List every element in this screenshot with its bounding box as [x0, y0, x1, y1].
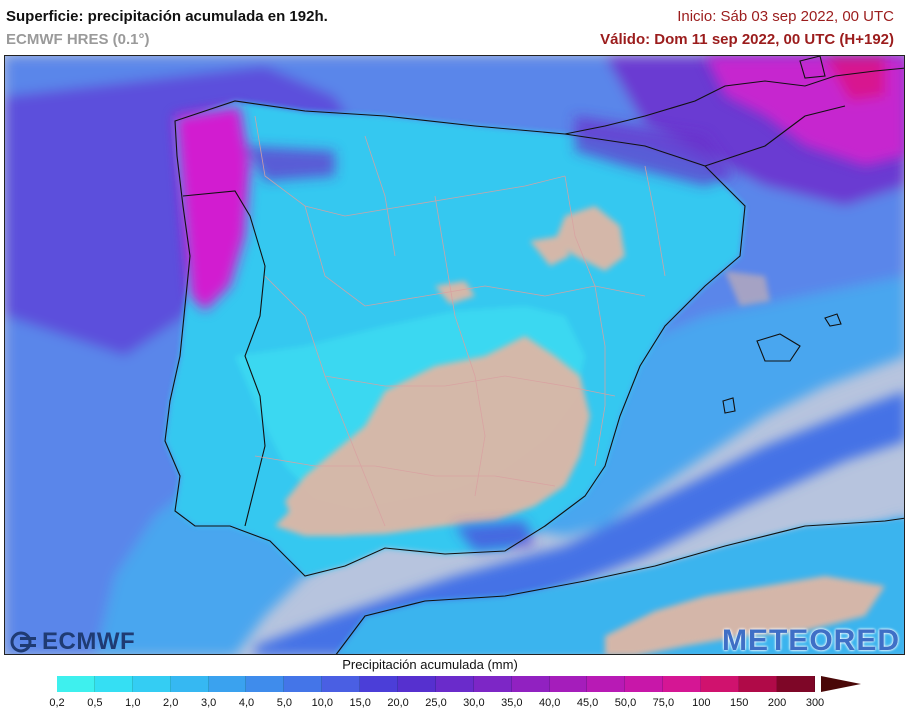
legend-tick-label: 200	[767, 697, 787, 709]
legend-tick-label: 0,2	[49, 697, 65, 709]
legend-swatch	[284, 676, 323, 692]
meteored-logo: METEORED	[721, 624, 900, 657]
legend-swatch	[398, 676, 436, 692]
legend-tick-label: 50,0	[614, 697, 637, 709]
legend-tick-label: 25,0	[425, 697, 447, 709]
legend-tick-label: 35,0	[501, 697, 523, 709]
legend-tick-label: 3,0	[200, 697, 217, 709]
legend-swatch	[701, 676, 740, 692]
legend-tick-label: 10,0	[311, 697, 334, 709]
heavy-rain	[175, 56, 904, 551]
legend-tick-label: 40,0	[538, 697, 561, 709]
ecmwf-logo: ECMWF	[10, 628, 135, 656]
ecmwf-logo-icon	[10, 631, 36, 653]
legend-swatch	[360, 676, 399, 692]
legend-swatch	[587, 676, 626, 692]
legend-swatch	[170, 676, 209, 692]
legend-swatch	[208, 676, 247, 692]
legend-swatch	[132, 676, 171, 692]
legend-tick-label: 45,0	[576, 697, 599, 709]
legend-tick-label: 30,0	[463, 697, 485, 709]
model-subtitle: ECMWF HRES (0.1°)	[6, 31, 150, 48]
legend-swatch	[511, 676, 550, 692]
legend-tick-label: 100	[692, 697, 711, 709]
legend-swatch	[435, 676, 474, 692]
legend-tick-label: 2,0	[163, 697, 179, 709]
map-title: Superficie: precipitación acumulada en 1…	[6, 8, 328, 25]
coastline	[164, 56, 904, 654]
legend-swatch	[57, 676, 95, 692]
legend-tick-label: 1,0	[125, 697, 141, 709]
valid-time: Válido: Dom 11 sep 2022, 00 UTC (H+192)	[600, 31, 894, 48]
legend-colorbar	[57, 676, 815, 692]
legend-swatch	[549, 676, 588, 692]
map-canvas	[5, 56, 904, 654]
legend-tick-label: 20,0	[387, 697, 409, 709]
legend-tick-label: 75,0	[652, 697, 675, 709]
legend-title: Precipitación acumulada (mm)	[342, 657, 518, 672]
legend-tick-label: 150	[730, 697, 749, 709]
legend-tick-label: 4,0	[238, 697, 255, 709]
init-time: Inicio: Sáb 03 sep 2022, 00 UTC	[677, 8, 894, 25]
legend-swatch	[246, 676, 285, 692]
legend-tick-label: 15,0	[349, 697, 371, 709]
legend-swatch	[663, 676, 702, 692]
ecmwf-logo-text: ECMWF	[42, 628, 136, 655]
legend-tick-label: 0,5	[87, 697, 103, 709]
precipitation-map[interactable]	[4, 55, 905, 655]
legend-swatch	[473, 676, 512, 692]
legend-swatch	[739, 676, 777, 692]
legend-overflow-arrow	[821, 676, 861, 692]
legend-swatch	[322, 676, 361, 692]
legend-swatch	[625, 676, 664, 692]
legend-tick-label: 5,0	[276, 697, 293, 709]
legend-swatch	[94, 676, 133, 692]
legend-tick-label: 300	[805, 697, 825, 709]
region-borders	[254, 115, 666, 527]
legend-swatch	[776, 676, 815, 692]
